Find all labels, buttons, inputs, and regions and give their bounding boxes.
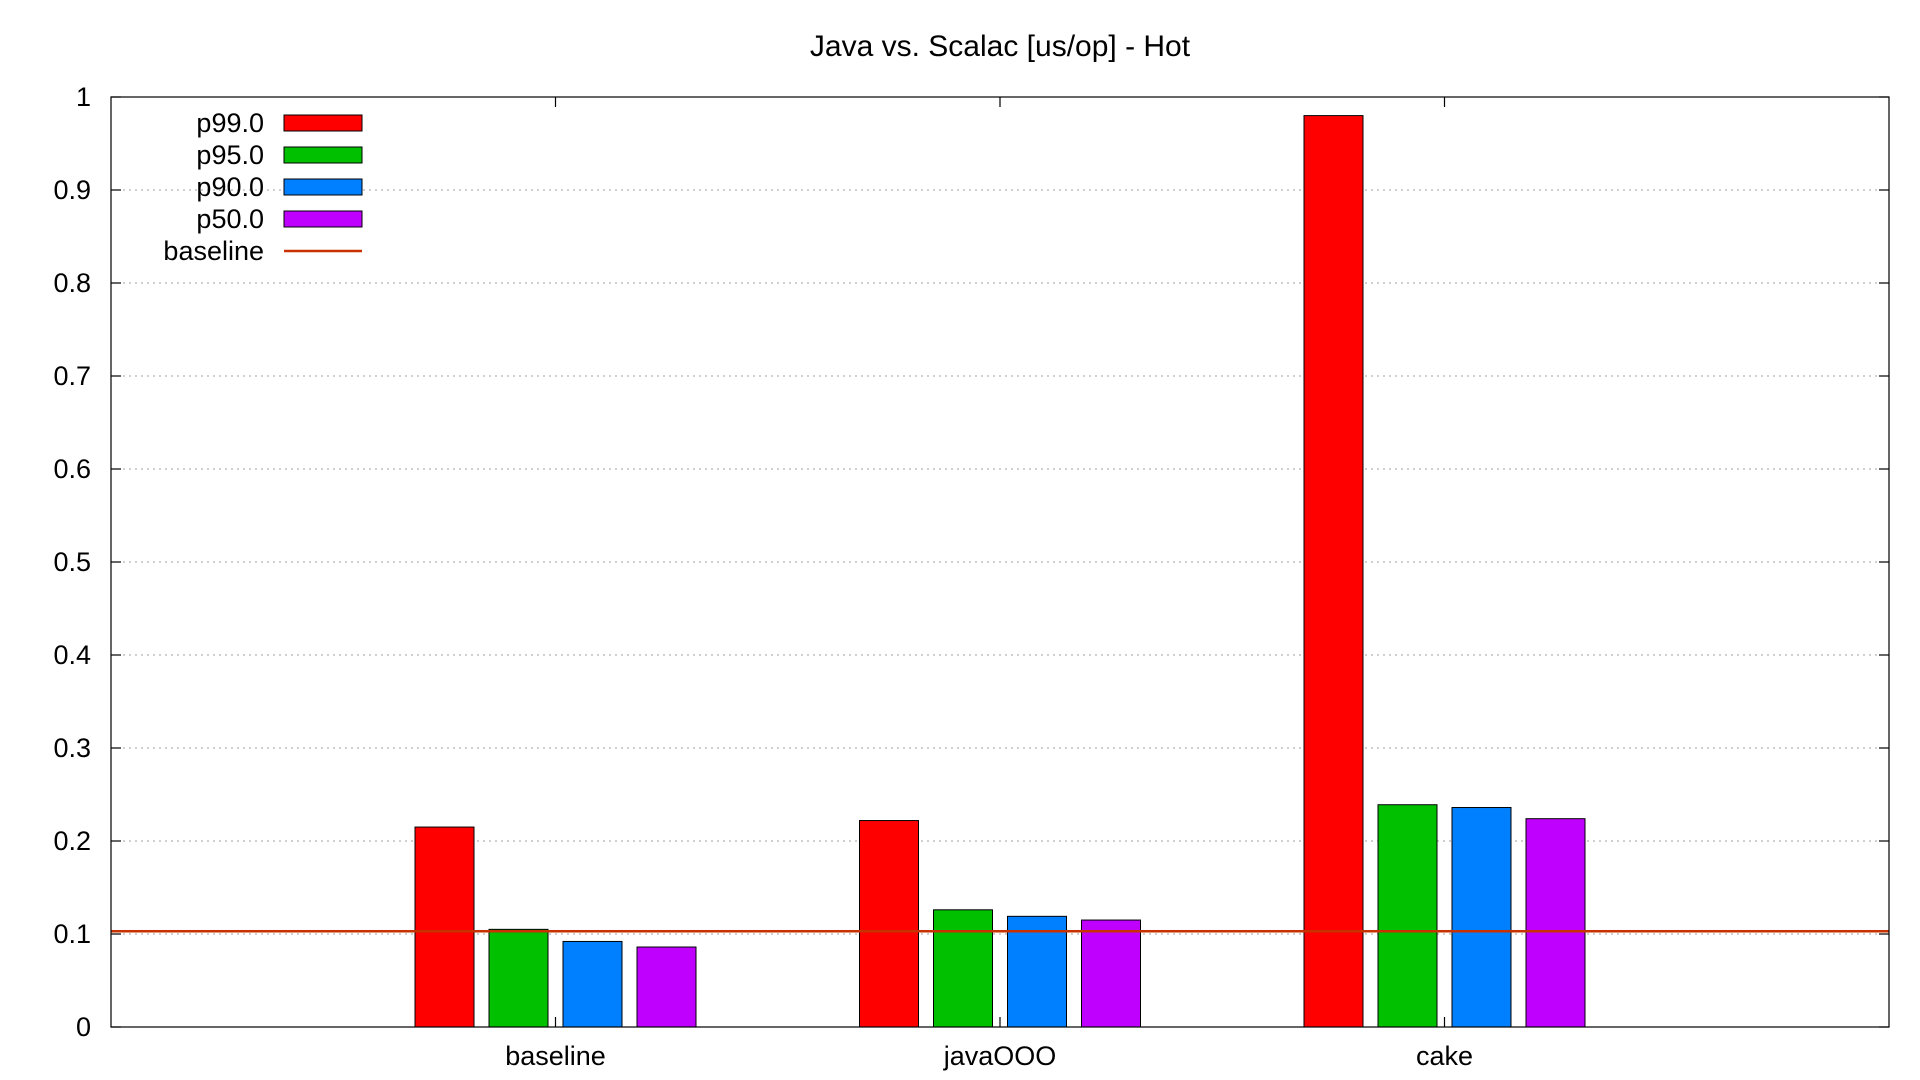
y-tick-label: 1 (76, 82, 91, 112)
chart-title: Java vs. Scalac [us/op] - Hot (810, 30, 1191, 63)
bar (859, 820, 919, 1028)
y-tick-label: 0.1 (53, 919, 91, 949)
legend-swatch (283, 210, 363, 228)
x-category-label: cake (1416, 1041, 1473, 1071)
axes: 0 0.1 0.2 0.3 0.4 0.5 0.6 0.7 0.8 0.9 1 baseline jav… (53, 82, 1890, 1071)
legend-label: p95.0 (196, 140, 264, 170)
legend-label: p50.0 (196, 204, 264, 234)
y-tick-label: 0.6 (53, 454, 91, 484)
bar (1007, 915, 1067, 1028)
y-tick-label: 0.9 (53, 175, 91, 205)
y-tick-label: 0.4 (53, 640, 91, 670)
bars (414, 115, 1586, 1028)
x-category-label: baseline (505, 1041, 606, 1071)
y-tick-label: 0.3 (53, 733, 91, 763)
legend-label: p99.0 (196, 108, 264, 138)
bar (488, 928, 549, 1028)
x-category-label: javaOOO (943, 1041, 1057, 1071)
legend-label: baseline (163, 236, 264, 266)
plot-frame (110, 96, 1890, 1028)
legend-swatch (283, 178, 363, 196)
legend-swatch (283, 146, 363, 164)
y-tick-label: 0.5 (53, 547, 91, 577)
bar (1451, 807, 1512, 1028)
bar (562, 940, 623, 1028)
bar (636, 946, 697, 1028)
gridlines (111, 189, 1889, 935)
bar (1377, 804, 1438, 1028)
y-tick-label: 0 (76, 1012, 91, 1042)
bar (1525, 818, 1586, 1028)
bar (1081, 919, 1141, 1028)
legend-swatch (283, 114, 363, 132)
y-tick-label: 0.7 (53, 361, 91, 391)
bar (933, 909, 993, 1028)
bar (414, 826, 475, 1028)
bar (1303, 115, 1364, 1028)
y-tick-label: 0.2 (53, 826, 91, 856)
legend-label: p90.0 (196, 172, 264, 202)
y-tick-label: 0.8 (53, 268, 91, 298)
